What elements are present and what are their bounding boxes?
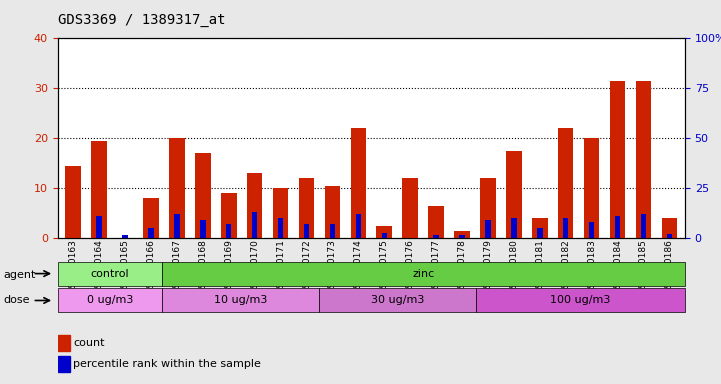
Text: dose: dose [4,295,30,305]
Bar [584,138,599,238]
Text: zinc: zinc [412,268,435,279]
Bar [667,234,672,238]
Text: 100 ug/m3: 100 ug/m3 [550,295,611,306]
Text: 10 ug/m3: 10 ug/m3 [214,295,267,306]
Bar [355,214,361,238]
Bar [273,188,288,238]
Bar [402,178,418,238]
Bar [304,224,309,238]
Bar [511,218,517,238]
FancyBboxPatch shape [162,262,685,286]
Bar [428,206,444,238]
Bar [662,218,677,238]
Text: count: count [74,338,105,348]
Bar [174,214,180,238]
Bar [537,228,542,238]
Bar [278,218,283,238]
FancyBboxPatch shape [476,288,685,313]
Bar [58,356,70,372]
Bar [433,235,439,238]
Bar [66,166,81,238]
Bar [558,128,573,238]
Bar [123,235,128,238]
FancyBboxPatch shape [58,288,162,313]
FancyBboxPatch shape [162,288,319,313]
Bar [298,178,314,238]
FancyBboxPatch shape [58,262,162,286]
Bar [169,138,185,238]
Bar [252,212,257,238]
Bar [459,235,465,238]
Text: GDS3369 / 1389317_at: GDS3369 / 1389317_at [58,13,225,27]
Bar [454,230,470,238]
Bar [381,233,387,238]
Bar [480,178,496,238]
Bar [329,224,335,238]
Bar [97,216,102,238]
Bar [247,173,262,238]
Bar [143,198,159,238]
Bar [506,151,522,238]
Text: 30 ug/m3: 30 ug/m3 [371,295,424,306]
Bar [58,335,70,351]
Bar [610,81,625,238]
Bar [324,186,340,238]
Bar [636,81,651,238]
Text: 0 ug/m3: 0 ug/m3 [87,295,133,306]
Bar [226,224,231,238]
Bar [376,226,392,238]
Bar [350,128,366,238]
Bar [200,220,205,238]
FancyBboxPatch shape [319,288,476,313]
Bar [149,228,154,238]
Text: control: control [91,268,129,279]
Text: percentile rank within the sample: percentile rank within the sample [74,359,261,369]
Bar [92,141,107,238]
Bar [615,216,620,238]
Bar [195,153,211,238]
Bar [532,218,547,238]
Bar [221,193,236,238]
Bar [589,222,594,238]
Bar [563,218,568,238]
Text: agent: agent [4,270,36,280]
Bar [485,220,491,238]
Bar [641,214,646,238]
